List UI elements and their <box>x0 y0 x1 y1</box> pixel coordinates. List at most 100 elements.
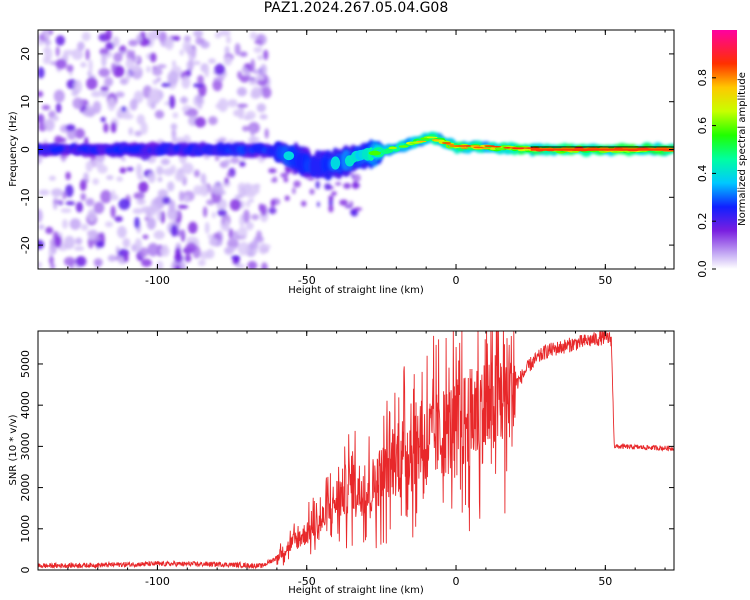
spectral-blob <box>293 180 301 188</box>
spectral-blob <box>136 34 143 43</box>
spectral-blob <box>245 110 256 120</box>
spectral-blob <box>38 90 44 98</box>
spectral-blob <box>55 46 60 57</box>
spectral-blob <box>149 52 157 63</box>
spectral-blob <box>256 103 266 113</box>
spectral-blob <box>48 255 55 265</box>
spectral-blob <box>328 205 334 213</box>
colorbar: 0.0 0.2 0.4 0.6 0.8 Normalized spectral ampl… <box>696 30 748 278</box>
spectral-blob <box>50 263 56 269</box>
spectral-blob <box>253 69 260 75</box>
spectral-blob <box>75 201 83 213</box>
spectral-blob <box>160 158 171 166</box>
spectral-blob <box>244 184 252 193</box>
spectral-blob <box>134 216 140 229</box>
spectral-blob <box>125 57 134 70</box>
spectral-blob <box>152 67 163 76</box>
spectral-blob <box>66 64 74 73</box>
spectral-blob <box>63 49 75 56</box>
colorbar-gradient <box>712 30 737 269</box>
spectral-blob <box>42 47 50 53</box>
spectral-blob <box>53 89 65 103</box>
spectral-blob <box>239 75 250 83</box>
spectral-blob <box>181 162 194 175</box>
spectral-blob <box>224 158 231 166</box>
spectral-blob <box>65 124 76 131</box>
spectral-blob <box>80 223 89 231</box>
spectral-blob <box>105 42 115 50</box>
spectral-blob <box>349 200 354 207</box>
spectral-blob <box>95 240 105 249</box>
spectral-blob <box>172 60 176 67</box>
spectral-blob <box>172 112 179 119</box>
spectral-blob <box>300 200 307 207</box>
spectral-blob <box>38 189 50 196</box>
spectral-blob <box>86 77 98 90</box>
spectral-blob <box>174 253 183 263</box>
spectral-blob <box>136 198 147 205</box>
ridge-blob <box>283 151 295 161</box>
spectral-blob <box>183 110 194 116</box>
ridge-blob <box>460 147 469 149</box>
spectral-blob <box>128 127 134 136</box>
spectral-blob <box>107 97 116 112</box>
colorbar-tick-label: 0.0 <box>696 260 709 278</box>
ridge-blob <box>431 139 440 141</box>
spectral-blob <box>51 188 63 197</box>
spectral-blob <box>226 172 233 177</box>
spectral-blob <box>65 184 74 198</box>
spectral-blob <box>105 30 112 41</box>
spectral-blob <box>247 260 258 269</box>
spectral-blob <box>217 209 227 217</box>
spectral-blob <box>237 241 250 256</box>
ridge-blob <box>462 145 474 147</box>
spectral-blob <box>44 30 50 39</box>
spectral-blob <box>119 45 127 54</box>
spectral-blob <box>75 237 83 245</box>
spectral-blob <box>100 116 106 123</box>
spectral-blob <box>193 30 204 38</box>
spectral-blob <box>75 256 87 267</box>
y-tick-label: 3000 <box>19 432 32 460</box>
spectral-blob <box>214 63 226 75</box>
spectral-blob <box>103 122 109 133</box>
spectral-blob <box>204 65 210 78</box>
y-tick-label: 0 <box>19 146 32 153</box>
spectral-blob <box>249 31 258 40</box>
spectral-blob <box>93 258 103 267</box>
x-tick-label: -100 <box>145 575 170 588</box>
spectral-blob <box>119 167 127 174</box>
ridge-blob <box>388 146 398 150</box>
spectral-blob <box>104 77 114 87</box>
spectral-blob <box>38 113 45 126</box>
colorbar-tick-label: 0.6 <box>696 117 709 135</box>
spectral-blob <box>134 130 142 137</box>
spectral-blob <box>264 128 269 139</box>
spectral-blob <box>167 70 179 85</box>
x-tick-label: -100 <box>145 274 170 287</box>
ridge-blob <box>481 147 491 150</box>
spectral-blob <box>54 235 62 248</box>
spectral-blob <box>152 79 158 85</box>
spectral-blob <box>104 221 114 228</box>
spectral-blob <box>316 201 320 208</box>
spectral-blob <box>256 230 262 240</box>
spectral-blob <box>211 211 217 219</box>
spectral-blob <box>197 75 204 85</box>
spectral-blob <box>179 49 184 56</box>
spectral-blob <box>208 116 218 126</box>
spectral-blob <box>211 183 224 195</box>
snr-marks <box>38 331 674 570</box>
spectral-blob <box>140 121 148 135</box>
spectral-blob <box>113 52 123 63</box>
spectral-blob <box>167 208 179 221</box>
spectral-blob <box>116 176 123 182</box>
spectral-blob <box>156 208 162 222</box>
spectral-blob <box>38 261 43 269</box>
spectral-blob <box>261 262 268 269</box>
spectral-blob <box>258 203 264 212</box>
spectral-blob <box>248 198 254 203</box>
spectral-blob <box>229 198 242 211</box>
spectral-blob <box>114 216 123 222</box>
spectral-blob <box>215 155 220 161</box>
